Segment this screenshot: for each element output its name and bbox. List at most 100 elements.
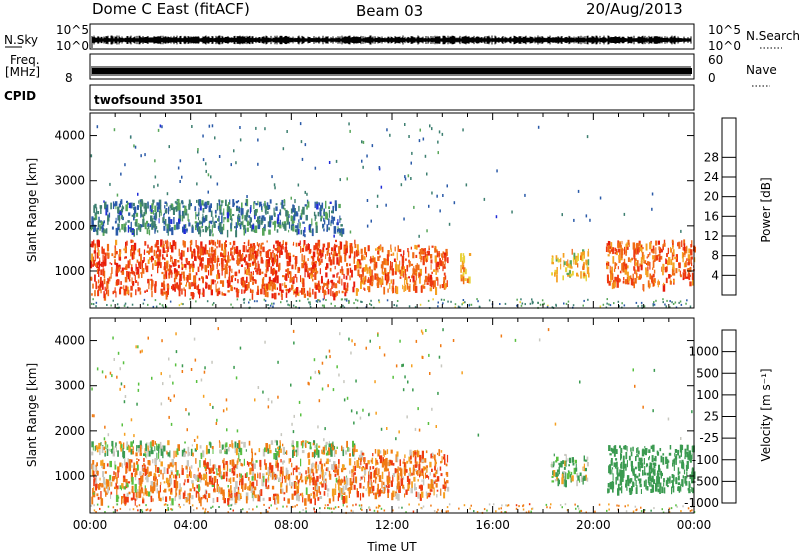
echo-cell: [198, 255, 201, 261]
echo-cell: [643, 284, 645, 292]
echo-cell: [323, 491, 326, 496]
echo-cell: [362, 486, 365, 489]
echo-cell: [222, 280, 225, 287]
echo-cell: [606, 243, 609, 247]
echo-cell: [274, 186, 276, 190]
echo-cell: [288, 229, 290, 233]
echo-cell: [256, 242, 258, 246]
echo-cell: [110, 493, 112, 499]
echo-cell: [174, 206, 177, 210]
echo-cell: [282, 283, 284, 286]
echo-cell: [301, 442, 304, 449]
echo-cell: [131, 230, 134, 233]
echo-cell: [92, 492, 95, 495]
echo-cell: [105, 491, 107, 497]
echo-cell: [246, 269, 249, 276]
echo-cell: [362, 165, 364, 169]
echo-cell: [299, 493, 302, 496]
echo-cell: [649, 261, 651, 270]
echo-cell: [414, 285, 418, 293]
echo-cell: [90, 154, 93, 158]
echo-cell: [279, 250, 281, 258]
echo-cell: [246, 227, 249, 232]
echo-cell: [320, 217, 322, 222]
echo-cell: [128, 212, 131, 216]
echo-cell: [373, 492, 375, 496]
echo-cell: [433, 481, 436, 484]
echo-cell: [253, 229, 256, 233]
echo-cell: [331, 215, 333, 220]
echo-cell: [244, 473, 248, 478]
echo-cell: [400, 478, 403, 486]
echo-cell: [562, 253, 565, 258]
echo-cell: [437, 151, 439, 155]
echo-cell: [133, 468, 135, 473]
echo-cell: [220, 226, 224, 235]
echo-cell: [635, 269, 637, 276]
echo-cell: [169, 205, 171, 212]
echo-cell: [424, 248, 426, 252]
echo-cell: [392, 287, 395, 294]
echo-cell: [278, 477, 281, 482]
echo-cell: [192, 264, 195, 270]
echo-cell: [686, 299, 688, 302]
echo-cell: [394, 246, 396, 252]
echo-cell: [254, 279, 256, 283]
echo-cell: [150, 258, 153, 263]
echo-cell: [207, 258, 210, 265]
echo-cell: [257, 285, 259, 292]
echo-cell: [274, 248, 277, 251]
echo-cell: [672, 303, 675, 305]
echo-cell: [586, 265, 588, 268]
echo-cell: [661, 249, 663, 253]
echo-cell: [349, 230, 352, 234]
echo-cell: [422, 286, 426, 289]
echo-cell: [171, 458, 174, 467]
echo-cell: [249, 207, 251, 214]
echo-cell: [426, 172, 428, 176]
echo-cell: [260, 244, 263, 250]
echo-cell: [214, 241, 217, 247]
echo-cell: [199, 495, 201, 498]
echo-cell: [355, 449, 358, 452]
echo-cell: [259, 465, 262, 471]
echo-cell: [227, 282, 230, 288]
echo-cell: [302, 287, 305, 295]
echo-cell: [357, 259, 359, 262]
echo-cell: [123, 442, 125, 450]
echo-cell: [95, 305, 97, 308]
echo-cell: [135, 476, 137, 481]
echo-cell: [345, 248, 347, 256]
echo-cell: [353, 302, 355, 305]
echo-cell: [233, 466, 236, 470]
echo-cell: [672, 249, 675, 255]
echo-cell: [137, 192, 139, 196]
echo-cell: [261, 284, 263, 290]
echo-cell: [551, 261, 554, 265]
echo-cell: [106, 304, 108, 306]
echo-cell: [320, 458, 322, 462]
echo-cell: [649, 252, 651, 256]
echo-cell: [300, 441, 303, 446]
echo-cell: [210, 257, 213, 264]
echo-cell: [313, 245, 315, 250]
echo-cell: [683, 262, 686, 268]
echo-cell: [317, 299, 319, 302]
echo-cell: [356, 261, 359, 269]
echo-cell: [143, 463, 145, 467]
echo-cell: [377, 483, 379, 490]
echo-cell: [325, 468, 328, 472]
echo-cell: [555, 257, 558, 262]
echo-cell: [122, 452, 125, 458]
nsky-tick-bottom: 10^0: [56, 39, 89, 53]
echo-cell: [257, 263, 260, 269]
echo-cell: [165, 477, 169, 484]
echo-cell: [360, 274, 362, 281]
echo-cell: [690, 257, 692, 265]
echo-cell: [611, 273, 614, 280]
echo-cell: [138, 486, 141, 492]
echo-cell: [157, 128, 160, 132]
echo-cell: [237, 458, 239, 463]
echo-cell: [242, 281, 245, 288]
echo-cell: [441, 253, 443, 258]
